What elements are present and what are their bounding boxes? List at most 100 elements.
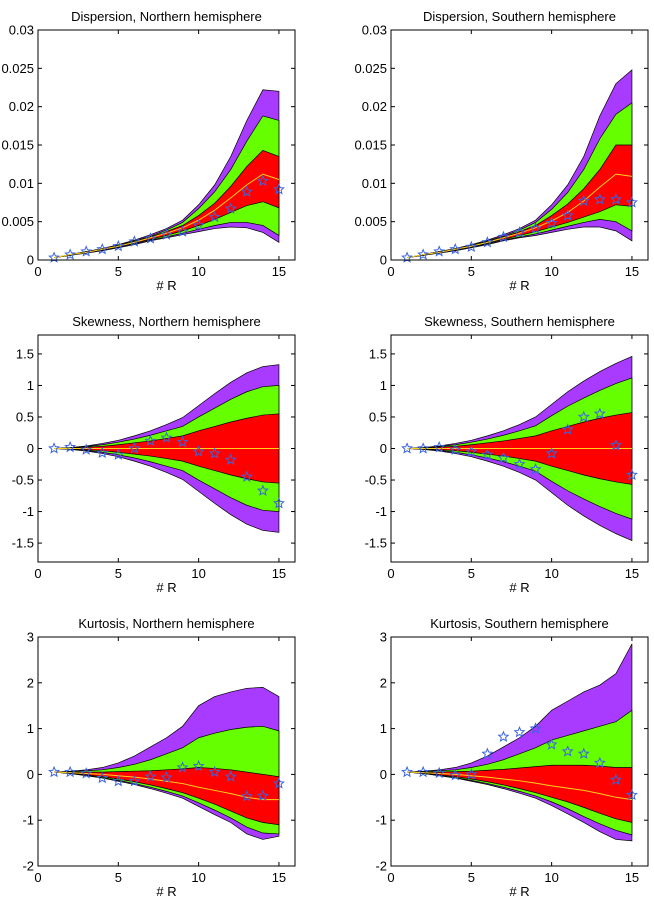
y-tick-label: 0.01 [9, 176, 34, 191]
x-axis-label: # R [156, 884, 176, 899]
observed-point [272, 777, 285, 789]
observed-point [224, 202, 237, 214]
observed-point [240, 790, 253, 802]
axes-box [390, 636, 649, 867]
observed-point [449, 443, 462, 455]
observed-point [609, 773, 622, 785]
x-tick-label: 5 [115, 870, 122, 885]
observed-point [256, 484, 269, 496]
y-tick-label: 1 [380, 378, 387, 393]
observed-point [64, 440, 77, 453]
x-tick-label: 15 [272, 870, 286, 885]
x-tick-label: 5 [468, 264, 475, 279]
observed-point [465, 240, 478, 253]
x-axis-label: # R [156, 278, 176, 293]
y-tick-label: 1.5 [369, 346, 387, 361]
observed-point [192, 219, 205, 231]
observed-point [497, 230, 510, 243]
x-tick-label: 10 [544, 870, 558, 885]
y-tick-label: 0.015 [1, 138, 34, 153]
x-tick-label: 15 [272, 264, 286, 279]
observed-point [208, 765, 221, 778]
observed-point [401, 765, 414, 778]
y-tick-label: -0.5 [365, 473, 387, 488]
observed-point [176, 435, 189, 448]
x-tick-label: 5 [115, 264, 122, 279]
y-tick-label: 0 [380, 767, 387, 782]
x-axis-label: # R [509, 278, 529, 293]
y-tick-label: 1 [27, 721, 34, 736]
y-tick-label: 0 [380, 253, 387, 268]
y-tick-label: 0.5 [369, 409, 387, 424]
x-axis-label: # R [509, 884, 529, 899]
observed-point [64, 765, 77, 778]
chart-title: Kurtosis, Southern hemisphere [430, 616, 608, 631]
y-tick-label: -0.5 [12, 473, 34, 488]
observed-point [593, 407, 606, 419]
observed-point [256, 174, 269, 187]
median-line [407, 771, 633, 801]
observed-point [481, 448, 494, 460]
observed-point [625, 468, 638, 481]
observed-point [513, 725, 526, 738]
y-tick-label: 0 [27, 253, 34, 268]
y-tick-label: 0.005 [354, 214, 387, 229]
x-tick-label: 10 [544, 566, 558, 581]
median-line [406, 173, 633, 259]
x-tick-label: 15 [272, 566, 286, 581]
observed-point [513, 457, 526, 470]
median-line [53, 173, 280, 259]
observed-point [593, 193, 606, 205]
observed-point [272, 183, 285, 195]
observed-point [401, 442, 414, 454]
y-tick-label: -1 [375, 813, 387, 828]
observed-point [545, 738, 558, 750]
observed-point [529, 722, 542, 734]
y-tick-label: 2 [380, 675, 387, 690]
observed-point [96, 446, 109, 459]
observed-point [593, 756, 606, 769]
observed-point [176, 761, 189, 773]
observed-point [433, 440, 446, 453]
observed-point [48, 765, 61, 778]
y-tick-label: 0.015 [354, 138, 387, 153]
observed-point [192, 759, 205, 772]
chart-title: Skewness, Northern hemisphere [72, 314, 261, 329]
observed-point [192, 445, 205, 457]
y-tick-label: 0.02 [362, 99, 387, 114]
observed-point [625, 788, 638, 801]
y-tick-label: 0.005 [1, 214, 34, 229]
x-tick-label: 0 [34, 566, 41, 581]
observed-point [128, 774, 141, 787]
observed-point [224, 453, 237, 465]
observed-point [96, 242, 109, 255]
observed-point [208, 447, 221, 459]
y-tick-label: 0.025 [354, 61, 387, 76]
x-tick-label: 15 [625, 264, 639, 279]
x-tick-label: 0 [34, 870, 41, 885]
y-tick-label: 1.5 [16, 346, 34, 361]
chart-title: Skewness, Southern hemisphere [424, 314, 615, 329]
observed-point [625, 196, 638, 208]
y-tick-label: 0.01 [362, 176, 387, 191]
y-tick-label: -1 [22, 813, 34, 828]
observed-point [240, 185, 253, 197]
observed-point [128, 442, 141, 454]
x-axis-label: # R [509, 580, 529, 595]
y-tick-label: 1 [380, 721, 387, 736]
y-tick-label: 2 [27, 675, 34, 690]
observed-point [561, 745, 574, 757]
chart-title: Kurtosis, Northern hemisphere [78, 616, 254, 631]
x-tick-label: 5 [115, 566, 122, 581]
observed-point [112, 774, 125, 787]
observed-point [160, 431, 173, 443]
observed-point [609, 193, 622, 205]
observed-point [64, 248, 77, 260]
y-tick-label: 0.5 [16, 409, 34, 424]
y-tick-label: 0.03 [9, 23, 34, 38]
observed-point [449, 769, 462, 781]
observed-point [609, 439, 622, 451]
chart-title: Dispersion, Southern hemisphere [423, 9, 616, 24]
observed-point [417, 765, 430, 778]
